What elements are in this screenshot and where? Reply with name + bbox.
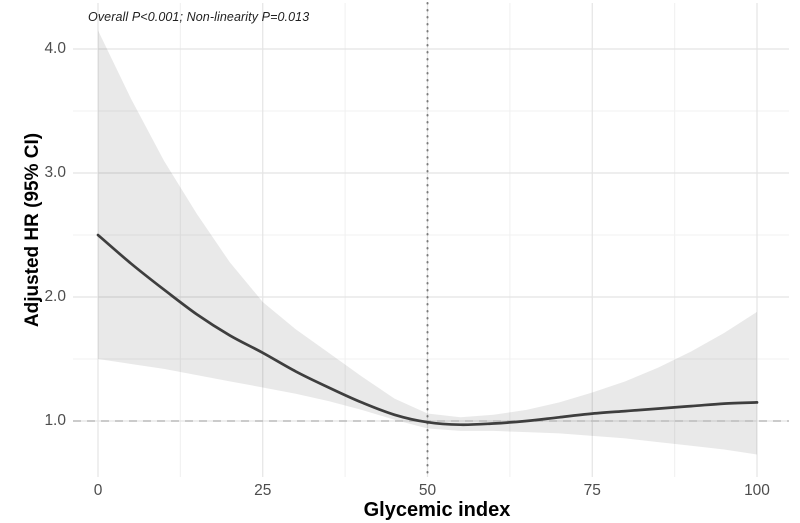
y-axis-title: Adjusted HR (95% CI) xyxy=(22,132,43,328)
x-tick-label: 75 xyxy=(583,482,601,499)
x-tick-label: 0 xyxy=(93,482,103,499)
x-tick-label: 25 xyxy=(254,482,272,499)
y-tick-label: 4.0 xyxy=(44,40,66,57)
x-axis-title: Glycemic index xyxy=(363,499,511,521)
x-tick-label: 100 xyxy=(744,482,770,499)
x-tick-label: 50 xyxy=(418,482,437,499)
y-tick-label: 2.0 xyxy=(44,288,66,305)
y-tick-label: 1.0 xyxy=(44,412,66,429)
pvalue-annotation: Overall P<0.001; Non-linearity P=0.013 xyxy=(88,10,310,24)
confidence-interval-band xyxy=(98,30,757,455)
adjusted-hr-curve xyxy=(96,233,759,427)
y-tick-label: 3.0 xyxy=(44,164,66,181)
